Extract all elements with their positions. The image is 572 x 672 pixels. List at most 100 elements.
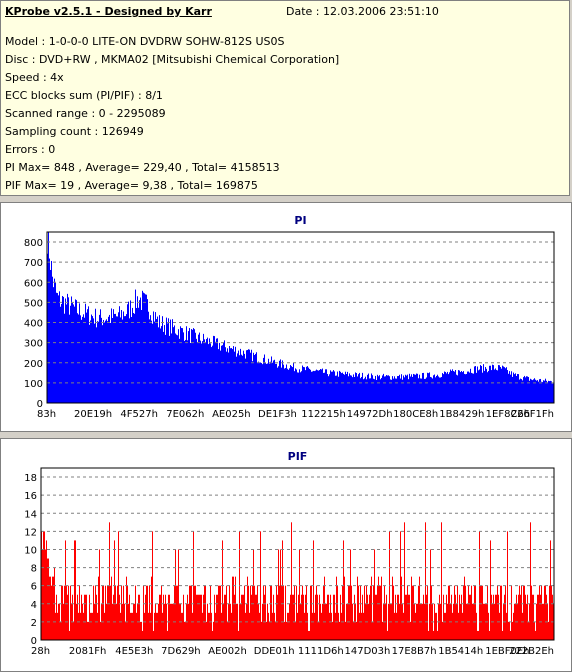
y-tick-label: 14 — [24, 509, 37, 520]
data-bar — [482, 372, 483, 403]
data-bar — [128, 603, 129, 640]
data-bar — [352, 603, 353, 640]
data-bar — [550, 380, 551, 403]
data-bar — [185, 339, 186, 403]
data-bar — [541, 381, 542, 403]
data-bar — [100, 309, 101, 403]
y-tick-label: 12 — [24, 527, 37, 538]
data-bar — [281, 367, 282, 403]
data-bar — [509, 371, 510, 403]
data-bar — [323, 372, 324, 403]
data-bar — [59, 291, 60, 403]
data-bar — [53, 287, 54, 403]
data-bar — [161, 585, 162, 640]
data-bar — [465, 585, 466, 640]
data-bar — [237, 603, 238, 640]
y-tick-label: 200 — [24, 359, 43, 370]
data-bar — [212, 345, 213, 403]
data-bar — [129, 594, 130, 640]
data-bar — [291, 366, 292, 403]
data-bar — [220, 585, 221, 640]
data-bar — [522, 612, 523, 640]
data-bar — [68, 297, 69, 403]
data-bar — [395, 594, 396, 640]
data-bar — [134, 603, 135, 640]
data-bar — [73, 304, 74, 403]
data-bar — [152, 531, 153, 640]
data-bar — [87, 621, 88, 640]
data-bar — [318, 370, 319, 403]
data-bar — [95, 308, 96, 403]
data-bar — [481, 365, 482, 403]
data-bar — [65, 540, 66, 640]
data-bar — [535, 379, 536, 403]
data-bar — [112, 317, 113, 403]
data-bar — [245, 358, 246, 403]
data-bar — [540, 594, 541, 640]
data-bar — [153, 311, 154, 403]
data-bar — [122, 319, 123, 403]
data-bar — [288, 369, 289, 403]
data-bar — [266, 621, 267, 640]
data-bar — [360, 585, 361, 640]
data-bar — [286, 621, 287, 640]
data-bar — [428, 630, 429, 640]
data-bar — [513, 372, 514, 403]
data-bar — [310, 369, 311, 403]
data-bar — [343, 373, 344, 403]
data-bar — [512, 376, 513, 403]
data-bar — [410, 376, 411, 403]
x-tick-label: 7E062h — [166, 409, 204, 420]
data-bar — [366, 379, 367, 403]
data-bar — [508, 621, 509, 640]
data-bar — [345, 371, 346, 403]
data-bar — [222, 345, 223, 403]
data-bar — [187, 594, 188, 640]
data-bar — [461, 371, 462, 403]
data-bar — [216, 594, 217, 640]
data-bar — [331, 612, 332, 640]
data-bar — [469, 594, 470, 640]
data-bar — [369, 378, 370, 403]
data-bar — [401, 576, 402, 640]
data-bar — [207, 603, 208, 640]
data-bar — [394, 612, 395, 640]
data-bar — [437, 374, 438, 403]
data-bar — [508, 373, 509, 403]
data-bar — [42, 549, 43, 640]
data-bar — [200, 340, 201, 403]
data-bar — [275, 621, 276, 640]
data-bar — [278, 366, 279, 403]
data-bar — [539, 379, 540, 403]
data-bar — [437, 630, 438, 640]
data-bar — [186, 326, 187, 403]
data-bar — [500, 367, 501, 403]
data-bar — [226, 351, 227, 403]
data-bar — [70, 585, 71, 640]
data-bar — [248, 585, 249, 640]
data-bar — [192, 612, 193, 640]
data-bar — [368, 603, 369, 640]
data-bar — [502, 630, 503, 640]
x-tick-label: 2081Fh — [69, 646, 107, 657]
x-tick-label: 1111D6h — [298, 646, 344, 657]
data-bar — [214, 336, 215, 403]
data-bar — [259, 612, 260, 640]
data-bar — [201, 594, 202, 640]
data-bar — [163, 331, 164, 403]
data-bar — [338, 612, 339, 640]
data-bar — [273, 360, 274, 403]
data-bar — [335, 612, 336, 640]
data-bar — [225, 347, 226, 403]
data-bar — [173, 327, 174, 403]
data-bar — [358, 374, 359, 403]
data-bar — [325, 369, 326, 403]
data-bar — [458, 612, 459, 640]
data-bar — [526, 376, 527, 403]
data-bar — [235, 576, 236, 640]
y-tick-label: 2 — [31, 618, 37, 629]
data-bar — [235, 346, 236, 403]
data-bar — [279, 360, 280, 403]
data-bar — [240, 348, 241, 403]
data-bar — [191, 585, 192, 640]
